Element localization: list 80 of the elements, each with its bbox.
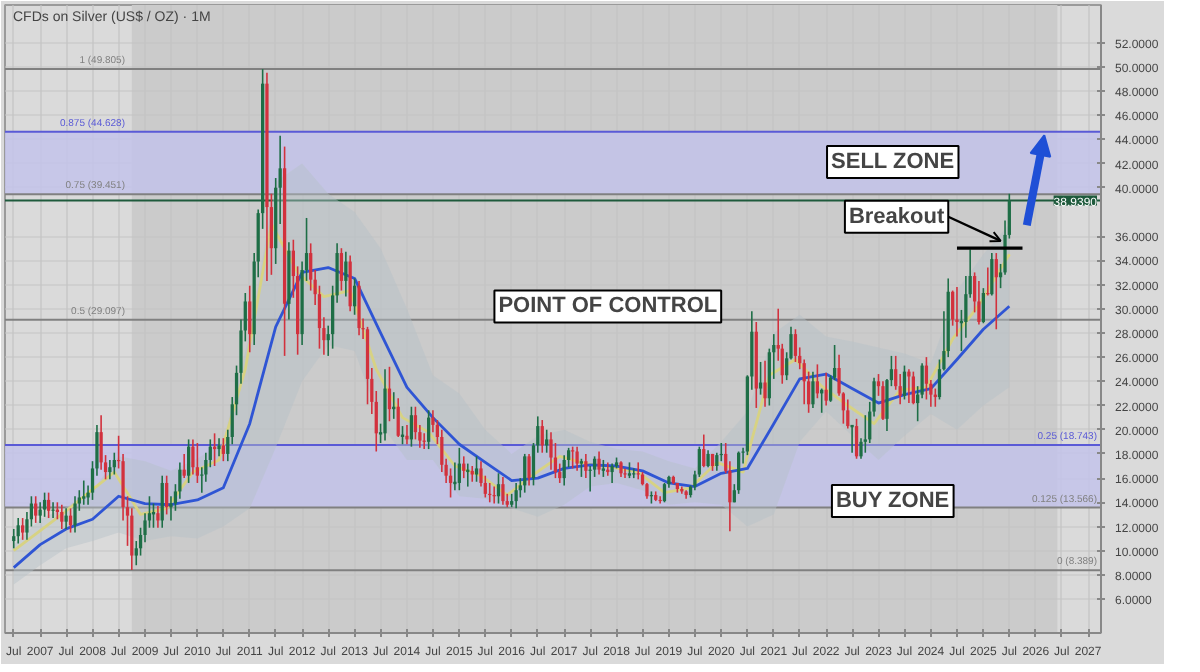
candlestick	[662, 482, 667, 504]
candlestick	[182, 453, 186, 479]
candlestick	[496, 472, 501, 505]
candlestick	[846, 398, 850, 430]
candlestick	[42, 491, 47, 518]
candlestick	[413, 405, 418, 441]
candlestick	[34, 495, 38, 524]
candlestick	[881, 380, 885, 421]
candlestick	[387, 366, 392, 423]
candlestick	[715, 451, 719, 472]
annotation: BUY ZONE	[835, 489, 950, 514]
candlestick	[217, 437, 221, 458]
line-series	[12, 266, 1011, 570]
candlestick	[38, 501, 42, 524]
candlestick	[584, 453, 588, 479]
candlestick	[623, 467, 627, 479]
candlestick	[579, 457, 584, 478]
annotation: Breakout	[848, 204, 945, 229]
candlestick	[405, 424, 409, 446]
candlestick	[702, 433, 706, 469]
candlestick	[545, 428, 549, 454]
candlestick	[64, 507, 68, 530]
candlestick	[815, 363, 820, 400]
candlestick	[994, 252, 998, 331]
candlestick	[907, 368, 911, 404]
candlestick	[562, 454, 566, 487]
candlestick	[221, 437, 225, 462]
annotation: POINT OF CONTROL	[498, 294, 718, 319]
candlestick	[854, 418, 859, 460]
candlestick	[981, 287, 985, 325]
candlestick	[850, 424, 854, 454]
candlestick	[348, 254, 352, 312]
candlestick	[357, 280, 361, 337]
candlestick	[339, 247, 344, 292]
candlestick	[191, 438, 195, 476]
candlestick	[514, 482, 518, 510]
candlestick	[955, 286, 959, 338]
candlestick	[736, 450, 741, 495]
annotation: SELL ZONE	[831, 150, 955, 174]
candlestick	[902, 364, 907, 401]
candlestick	[793, 328, 798, 363]
candlestick	[597, 450, 601, 476]
candlestick	[811, 370, 815, 409]
candlestick	[501, 476, 505, 506]
candlestick	[160, 474, 164, 529]
candlestick	[523, 453, 527, 494]
candlestick	[763, 359, 767, 408]
candlestick	[457, 447, 461, 492]
candlestick	[248, 284, 252, 354]
candlestick	[195, 442, 200, 484]
candlestick	[352, 277, 357, 316]
candlestick	[549, 431, 553, 471]
candlestick	[21, 517, 25, 541]
candlestick	[575, 445, 579, 472]
candlestick	[924, 356, 929, 401]
candlestick	[540, 419, 544, 454]
candlestick	[396, 397, 400, 438]
candlestick	[527, 453, 531, 487]
candlestick	[51, 501, 55, 519]
candlestick	[60, 503, 64, 530]
candlestick	[46, 491, 51, 519]
candlestick	[82, 479, 86, 506]
candlestick	[610, 462, 614, 484]
candlestick	[108, 459, 112, 481]
candlestick	[758, 361, 763, 396]
candlestick	[911, 370, 915, 406]
candlestick	[977, 280, 981, 326]
candlestick	[409, 405, 414, 448]
candlestick	[156, 505, 160, 529]
candlestick	[99, 414, 103, 471]
candlestick	[16, 517, 20, 545]
candlestick	[186, 438, 191, 484]
candlestick	[990, 252, 994, 297]
candlestick	[73, 495, 77, 534]
candlestick	[474, 455, 479, 483]
candlestick	[426, 409, 431, 450]
candlestick	[165, 474, 169, 516]
candlestick	[824, 372, 828, 407]
candlestick	[383, 368, 387, 442]
candlestick	[344, 251, 348, 298]
